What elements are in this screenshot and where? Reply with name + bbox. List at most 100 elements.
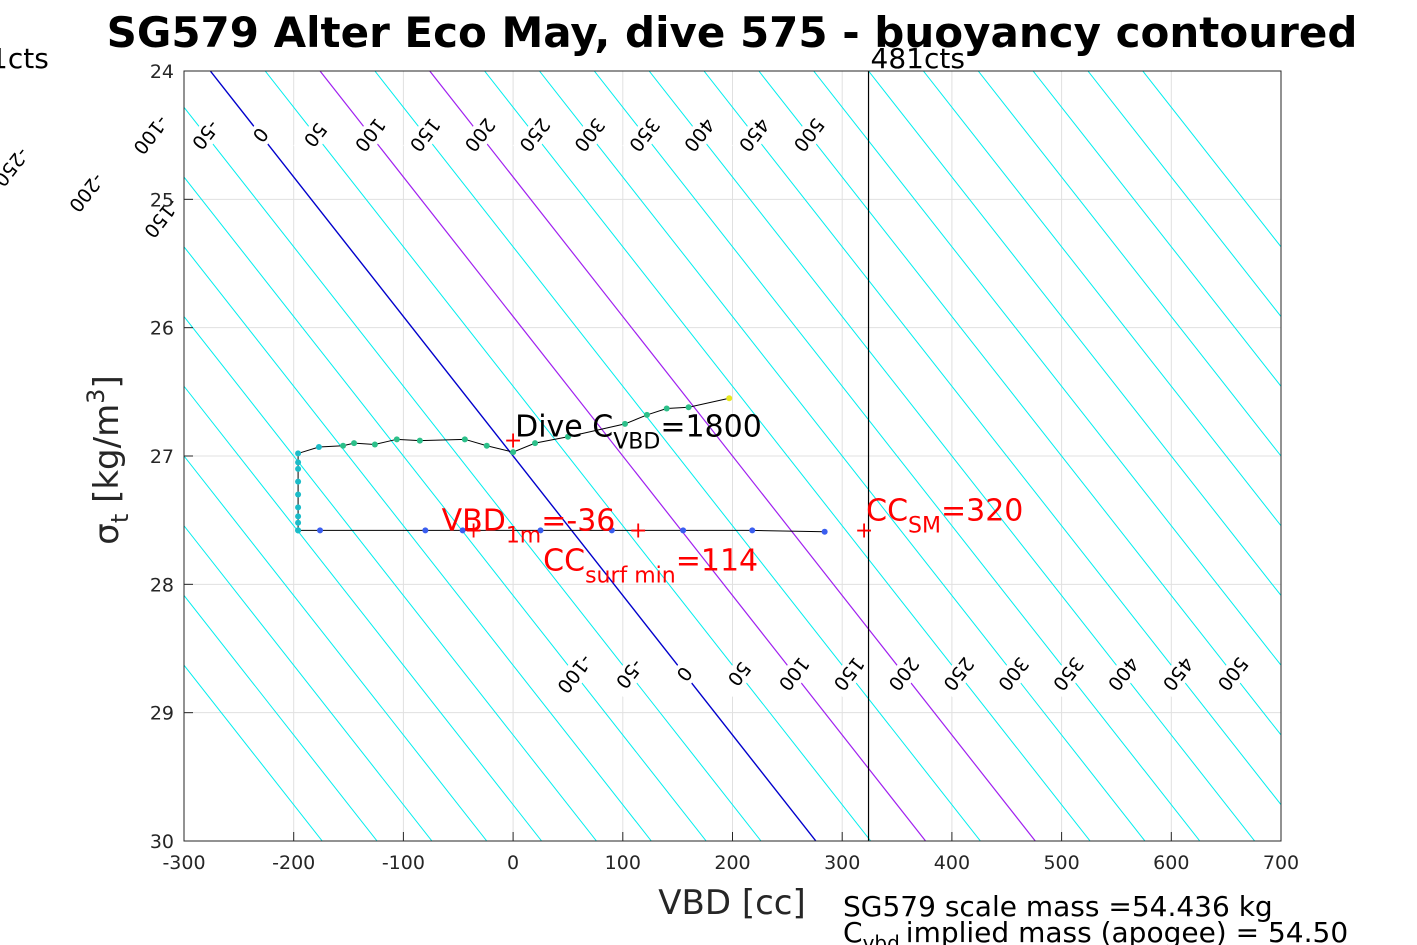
- annotations: +Dive CVBD=1800+VBD1m=-36 +CCsurf min=114…: [442, 410, 1024, 589]
- svg-text:σt [kg/m3]: σt [kg/m3]: [82, 375, 134, 544]
- y-axis-subscript: t: [106, 514, 134, 523]
- descent-point: [726, 395, 733, 402]
- ascent-point: [680, 527, 687, 534]
- contour-label-bg: [732, 111, 777, 160]
- descent-point: [461, 436, 468, 443]
- contour-line: [977, 71, 1281, 457]
- implied-mass-text: implied mass (apogee) = 54.50: [906, 916, 1348, 945]
- contour-label-bg: [1156, 650, 1201, 699]
- x-tick-label: 500: [1043, 852, 1079, 874]
- contour-label: -100: [552, 650, 596, 697]
- annotation-text: VBD1m=-36: [442, 503, 616, 548]
- y-tick-label: 26: [150, 318, 174, 340]
- ascent-point: [317, 527, 324, 534]
- axis-ticks: -300 -200 -100 0 100 200 300 400 500 600 700 24 25 26…: [150, 61, 1299, 874]
- contour-label-bg: [1046, 650, 1091, 699]
- contour-label-bg: [293, 111, 338, 160]
- contour-line: [429, 71, 1036, 841]
- descent-point: [295, 513, 302, 520]
- contour-line: [319, 71, 927, 841]
- y-axis-label: σt [kg/m3]: [82, 375, 134, 544]
- vertical-marker-label: 481cts: [871, 42, 965, 75]
- x-tick-label: -100: [382, 852, 425, 874]
- contour-label: -250: [0, 143, 33, 190]
- contour-label-bg: [512, 111, 558, 160]
- contour-label-bg: [64, 168, 110, 218]
- descent-point: [416, 437, 423, 444]
- x-tick-label: 700: [1263, 852, 1299, 874]
- descent-point: [295, 465, 302, 472]
- annotation-marker: +: [464, 518, 482, 543]
- contour-label-bg: [1210, 650, 1256, 699]
- contour-line: [593, 71, 1201, 841]
- y-tick-label: 28: [150, 574, 174, 596]
- contour-label-bg: [607, 650, 653, 699]
- contour-line: [184, 176, 707, 841]
- y-tick-label: 25: [150, 189, 174, 211]
- descent-point: [295, 478, 302, 485]
- ascent-point: [422, 527, 429, 534]
- contour-line: [539, 71, 1146, 841]
- contour-label-bg: [991, 650, 1037, 699]
- contour-line: [264, 71, 872, 841]
- annotation-marker: +: [504, 429, 522, 454]
- contour-line: [184, 455, 488, 841]
- contour-line: [1142, 71, 1281, 248]
- contour-line: [184, 245, 652, 841]
- dive-paths: [295, 395, 828, 535]
- ascent-point: [749, 527, 756, 534]
- contour-label-bg: [787, 111, 832, 160]
- contour-line: [184, 594, 378, 841]
- contour-line: [184, 524, 433, 841]
- contour-label-bg: [183, 111, 229, 160]
- contour-label-bg: [139, 194, 185, 243]
- contour-label-bg: [717, 650, 762, 699]
- contour-label-bg: [457, 111, 503, 160]
- y-axis-symbol: σ: [87, 523, 127, 545]
- descent-point: [685, 404, 692, 411]
- y-tick-label: 27: [150, 446, 174, 468]
- x-tick-label: 100: [605, 852, 641, 874]
- descent-point: [643, 411, 650, 418]
- contour-label-bg: [772, 650, 817, 699]
- implied-mass-sub: vbd: [863, 931, 900, 945]
- contour-label-bg: [1101, 650, 1146, 699]
- contour-line: [209, 71, 817, 841]
- y-tick-label: 29: [150, 703, 174, 725]
- descent-point: [510, 449, 517, 456]
- scale-mass-note: SG579 scale mass =54.436 kg: [843, 890, 1273, 923]
- contour-label-bg: [238, 111, 284, 160]
- contour-label-bg: [936, 650, 982, 699]
- y-axis-unit: [kg/m: [87, 404, 127, 514]
- descent-point: [663, 405, 670, 412]
- contour-labels: -300-250-200-150-100-5005010015020025030…: [0, 111, 1256, 699]
- x-tick-label: 0: [507, 852, 519, 874]
- contour-line: [184, 385, 543, 841]
- ascent-point: [459, 527, 466, 534]
- contour-line: [184, 664, 323, 841]
- contour-label-bg: [677, 111, 722, 160]
- x-tick-label: -200: [272, 852, 315, 874]
- descent-point: [295, 459, 302, 466]
- y-tick-label: 30: [150, 831, 174, 853]
- x-tick-label: 200: [714, 852, 750, 874]
- descent-point: [295, 504, 302, 511]
- contour-label-bg: [348, 111, 393, 160]
- descent-point: [351, 440, 358, 447]
- y-tick-label: 24: [150, 61, 174, 83]
- contour-label: -100: [128, 111, 172, 158]
- left-top-label: 1cts: [0, 42, 49, 75]
- descent-point: [340, 442, 347, 449]
- descent-point: [295, 450, 302, 457]
- contour-line: [758, 71, 1281, 736]
- contour-label: -200: [64, 169, 108, 216]
- annotation-text: Dive CVBD=1800: [515, 410, 762, 455]
- contour-label-bg: [0, 143, 35, 192]
- ascent-point: [295, 527, 302, 534]
- contour-line: [648, 71, 1256, 841]
- contour-lines: [184, 71, 1281, 841]
- contour-label-bg: [567, 111, 613, 160]
- implied-mass-note: Cvbd implied mass (apogee) = 54.50: [843, 916, 1348, 945]
- contour-line: [484, 71, 1091, 841]
